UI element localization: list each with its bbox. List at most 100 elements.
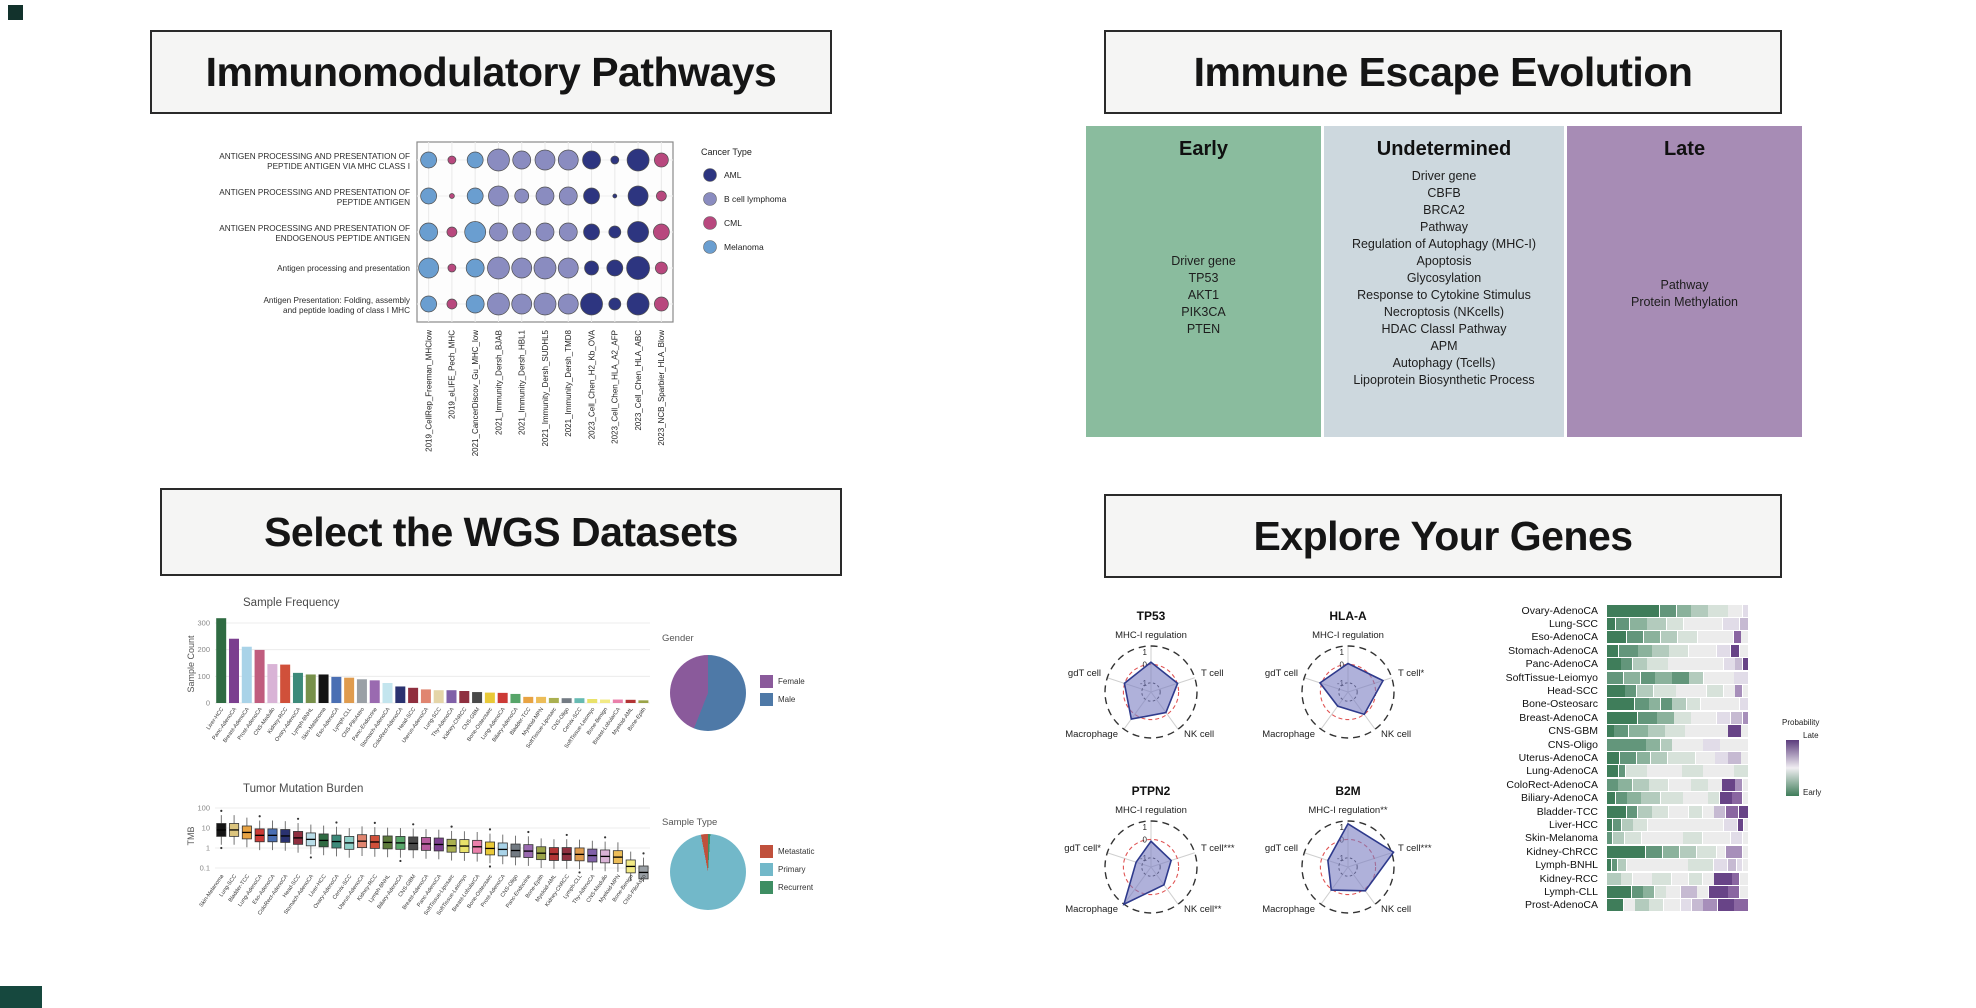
radar-axis-label: gdT cell: [1265, 843, 1298, 854]
dotplot-bubble: [512, 222, 532, 242]
legend-entry: Recurrent: [760, 881, 814, 894]
evolution-item-list: Driver gene TP53 AKT1 PIK3CA PTEN: [1086, 253, 1321, 338]
heatmap-segment: [1636, 751, 1651, 764]
heatmap-row-bar: [1607, 644, 1748, 657]
heatmap-row-label: Ovary-AdenoCA: [1521, 604, 1598, 617]
heatmap-segment: [1660, 631, 1678, 644]
dotplot-bubble: [557, 149, 579, 171]
evolution-item: TP53: [1188, 271, 1219, 285]
heatmap-row-bar: [1607, 631, 1748, 644]
heatmap-segment: [1742, 859, 1749, 872]
heatmap-row-label: Kidney-ChRCC: [1526, 845, 1598, 858]
heatmap-segment: [1720, 738, 1748, 751]
dotplot-bubble: [420, 187, 437, 205]
outlier: [488, 828, 492, 831]
pathways-panel-button[interactable]: Immunomodulatory Pathways: [150, 30, 832, 114]
heatmap-row-label: Lymph-CLL: [1544, 885, 1598, 898]
evolution-item: Protein Methylation: [1630, 295, 1738, 309]
heatmap-segment: [1702, 805, 1714, 818]
heatmap-row: Kidney-RCC: [1440, 872, 1760, 885]
heatmap-row: Stomach-AdenoCA: [1440, 644, 1760, 657]
bar: [548, 697, 559, 703]
sample-type-pie: [670, 834, 746, 910]
heatmap-segment: [1659, 604, 1677, 617]
dotplot-bubble: [557, 293, 579, 315]
sample-type-legend: Metastatic Primary Recurrent: [760, 845, 814, 894]
heatmap-row-bar: [1607, 805, 1748, 818]
heatmap-segment: [1613, 832, 1625, 845]
heatmap-segment: [1607, 805, 1626, 818]
heatmap-row-bar: [1607, 899, 1749, 912]
radar-polygon: [1122, 840, 1173, 906]
sample-type-pie-title: Sample Type: [662, 817, 718, 828]
heatmap-segment: [1728, 885, 1740, 898]
outlier: [399, 859, 402, 863]
heatmap-segment: [1626, 765, 1647, 778]
heatmap-segment: [1632, 885, 1643, 898]
heatmap-segment: [1730, 711, 1742, 724]
heatmap-row-label: Liver-HCC: [1548, 818, 1598, 831]
radar-outer-ring: [1301, 645, 1395, 739]
heatmap-segment: [1734, 671, 1749, 684]
y-tick-label: 10: [202, 824, 210, 833]
legend-entry: Melanoma: [724, 242, 764, 252]
heatmap-segment: [1742, 658, 1749, 671]
dataset-label: 2021_Immunity_Dersh_HBL1: [518, 329, 527, 434]
legend-swatch: [703, 192, 717, 206]
heatmap-segment: [1607, 899, 1624, 912]
bar: [280, 664, 291, 703]
dotplot-bubble: [627, 185, 649, 207]
heatmap-segment: [1742, 711, 1748, 724]
heatmap-segment: [1607, 644, 1618, 657]
heatmap-segment: [1742, 845, 1748, 858]
heatmap-segment: [1722, 618, 1740, 631]
heatmap-segment: [1736, 859, 1742, 872]
heatmap-segment: [1621, 872, 1633, 885]
heatmap-segment: [1652, 872, 1672, 885]
heatmap-segment: [1648, 725, 1665, 738]
radar-tick: 0: [1340, 660, 1345, 669]
genes-panel-button[interactable]: Explore Your Genes: [1104, 494, 1782, 578]
bar: [459, 691, 470, 703]
heatmap-segment: [1607, 778, 1618, 791]
legend-entry: AML: [724, 170, 742, 180]
heatmap-segment: [1607, 631, 1627, 644]
evolution-item: PIK3CA: [1181, 305, 1226, 319]
heatmap-segment: [1722, 778, 1735, 791]
heatmap-row-bar: [1607, 711, 1748, 724]
dotplot-bubble: [466, 151, 484, 169]
dataset-label: 2021_CancerDiscov_Gu_MHC_low: [471, 330, 480, 457]
bar: [433, 690, 444, 703]
radar-axis-label: Macrophage: [1262, 729, 1315, 740]
dataset-label: 2019_eLIFE_Pech_MHC: [448, 330, 457, 419]
radar-axis-label: gdT cell: [1068, 668, 1101, 679]
heatmap-segment: [1634, 698, 1649, 711]
radar-axis-label: NK cell: [1184, 729, 1214, 740]
radar-axis-label: MHC-I regulation**: [1308, 805, 1387, 816]
evolution-panel-button[interactable]: Immune Escape Evolution: [1104, 30, 1782, 114]
dotplot-bubble: [446, 226, 458, 238]
bar: [625, 699, 636, 703]
heatmap-segment: [1607, 698, 1635, 711]
colorbar-late-label: Late: [1803, 731, 1819, 740]
heatmap-segment: [1742, 778, 1748, 791]
heatmap-segment: [1607, 658, 1621, 671]
heatmap-segment: [1739, 885, 1749, 898]
evolution-item: BRCA2: [1423, 203, 1465, 217]
bar: [484, 692, 495, 703]
heatmap-row-label: Uterus-AdenoCA: [1518, 751, 1598, 764]
heatmap-segment: [1734, 765, 1748, 778]
heatmap-segment: [1647, 765, 1682, 778]
heatmap-segment: [1691, 778, 1708, 791]
heatmap-segment: [1735, 778, 1742, 791]
dotplot-bubble: [488, 185, 509, 207]
bar: [395, 686, 406, 703]
datasets-panel-button[interactable]: Select the WGS Datasets: [160, 488, 842, 576]
heatmap-segment: [1630, 618, 1647, 631]
dotplot-bubble: [487, 256, 510, 280]
heatmap-row: Head-SCC: [1440, 684, 1760, 698]
outlier: [258, 815, 261, 818]
heatmap-segment: [1697, 631, 1734, 644]
heatmap-segment: [1695, 751, 1715, 764]
